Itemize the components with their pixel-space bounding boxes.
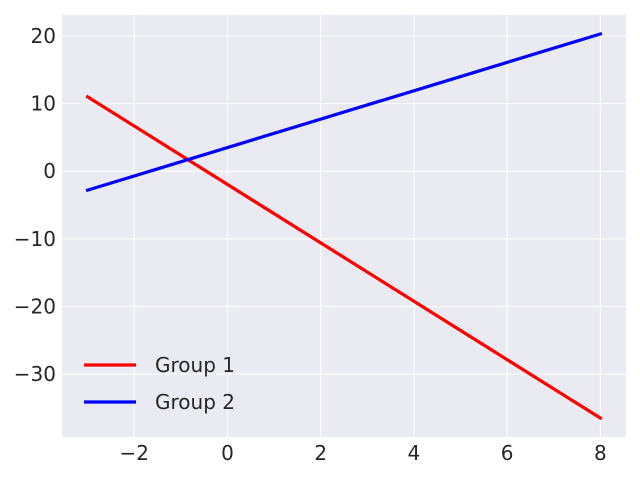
legend-label-1: Group 1 [155,353,235,377]
series-line-1 [85,94,603,421]
series-line-2 [85,31,603,193]
y-tick-label: −20 [14,294,56,318]
x-tick-label: 4 [408,441,421,465]
y-tick-label: −30 [14,362,56,386]
x-tick-label: 0 [221,441,234,465]
legend: Group 1 Group 2 [84,353,235,414]
y-tick-label: −10 [14,227,56,251]
x-tick-label: 6 [501,441,514,465]
y-tick-label: 0 [43,159,56,183]
grid [62,15,626,437]
x-axis-ticks: −2 0 2 4 6 8 [120,441,607,465]
plot-background [62,15,626,437]
x-tick-label: 8 [594,441,607,465]
x-tick-label: −2 [120,441,149,465]
legend-label-2: Group 2 [155,390,235,414]
y-tick-label: 20 [31,24,56,48]
y-axis-ticks: −30 −20 −10 0 10 20 [14,24,56,386]
x-tick-label: 2 [314,441,327,465]
y-tick-label: 10 [31,92,56,116]
series-lines [85,31,603,421]
